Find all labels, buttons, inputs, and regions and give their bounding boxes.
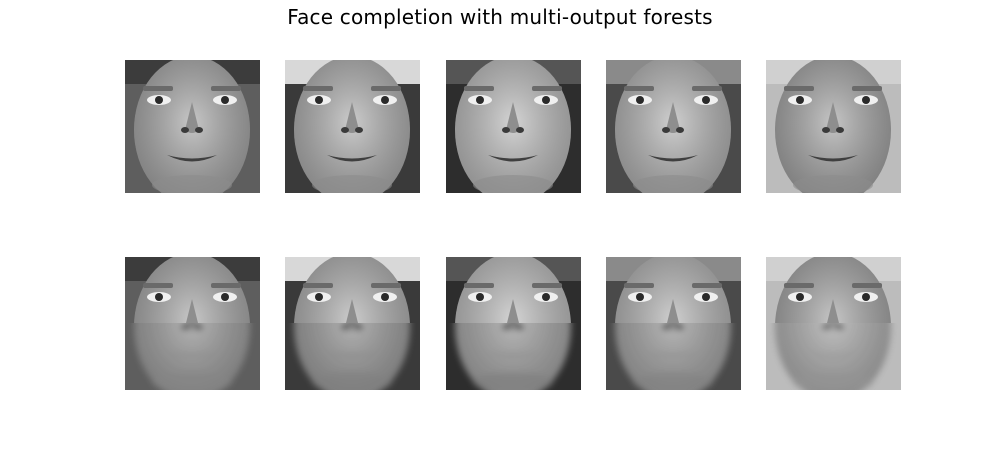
completed-face-3	[446, 257, 581, 390]
completed-face-4	[606, 257, 741, 390]
original-face-3	[446, 60, 581, 193]
face-image	[285, 257, 420, 390]
original-face-1	[125, 60, 260, 193]
face-image	[446, 60, 581, 193]
figure-title: Face completion with multi-output forest…	[287, 5, 713, 29]
face-image	[766, 257, 901, 390]
original-face-2	[285, 60, 420, 193]
original-face-4	[606, 60, 741, 193]
face-image	[125, 60, 260, 193]
face-image	[446, 257, 581, 390]
original-face-5	[766, 60, 901, 193]
face-image	[606, 60, 741, 193]
completed-face-2	[285, 257, 420, 390]
completed-face-1	[125, 257, 260, 390]
face-image	[125, 257, 260, 390]
face-image	[285, 60, 420, 193]
face-image	[606, 257, 741, 390]
face-image	[766, 60, 901, 193]
completed-face-5	[766, 257, 901, 390]
